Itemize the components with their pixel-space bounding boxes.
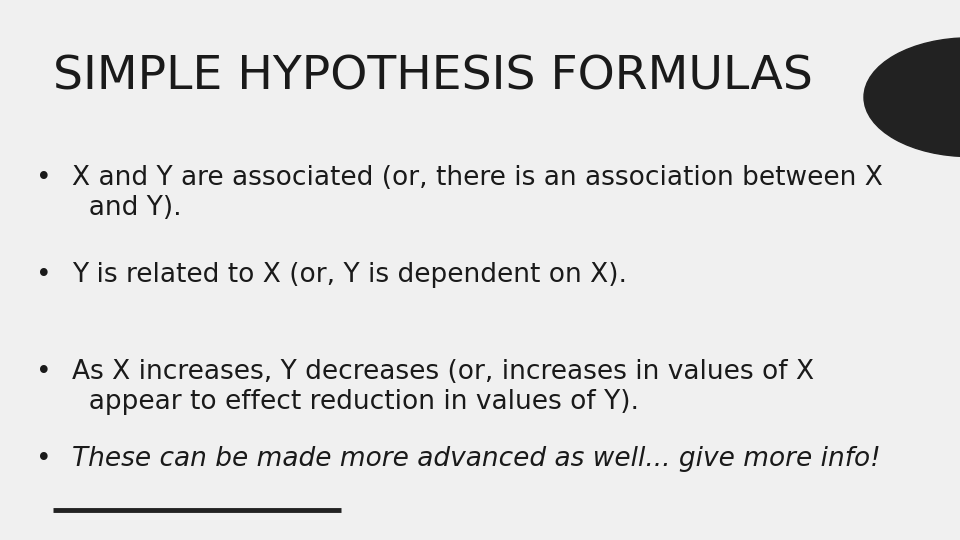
- Text: •: •: [36, 262, 51, 288]
- Text: •: •: [36, 165, 51, 191]
- Text: As X increases, Y decreases (or, increases in values of X: As X increases, Y decreases (or, increas…: [72, 359, 814, 385]
- Text: •: •: [36, 446, 51, 471]
- Text: These can be made more advanced as well... give more info!: These can be made more advanced as well.…: [72, 446, 880, 471]
- Text: •: •: [36, 359, 51, 385]
- Circle shape: [864, 38, 960, 157]
- Text: Y is related to X (or, Y is dependent on X).: Y is related to X (or, Y is dependent on…: [72, 262, 627, 288]
- Text: X and Y are associated (or, there is an association between X: X and Y are associated (or, there is an …: [72, 165, 883, 191]
- Text: and Y).: and Y).: [72, 195, 181, 221]
- Text: SIMPLE HYPOTHESIS FORMULAS: SIMPLE HYPOTHESIS FORMULAS: [53, 54, 813, 99]
- Text: appear to effect reduction in values of Y).: appear to effect reduction in values of …: [72, 389, 639, 415]
